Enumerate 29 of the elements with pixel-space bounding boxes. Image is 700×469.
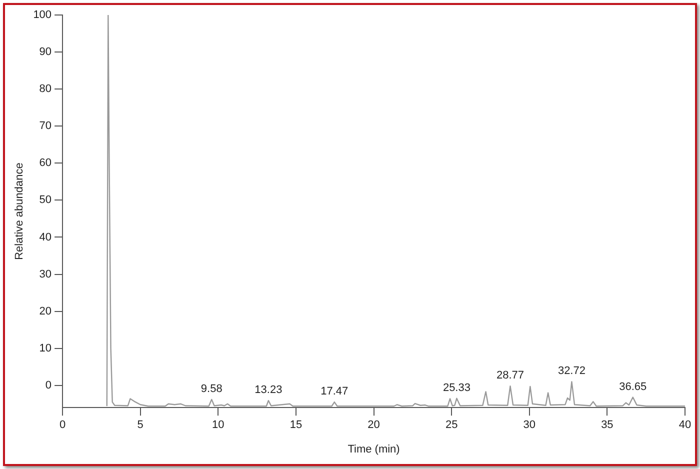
x-tick-label: 35 — [601, 419, 614, 432]
x-tick-label: 0 — [59, 419, 66, 432]
y-tick-label: 70 — [39, 120, 52, 132]
x-tick-label: 40 — [678, 419, 692, 432]
annotation: 28.77 — [496, 370, 524, 382]
annotation: 32.72 — [558, 365, 586, 378]
annotation: 9.58 — [200, 382, 222, 395]
y-tick-label: 100 — [33, 9, 52, 22]
y-tick-label: 0 — [45, 379, 52, 392]
y-tick-label: 90 — [39, 46, 52, 58]
y-axis-title: Relative abundance — [14, 162, 26, 260]
y-tick-label: 30 — [39, 268, 52, 280]
x-tick-label: 25 — [445, 419, 458, 432]
x-tick-label: 30 — [523, 419, 536, 432]
annotation: 36.65 — [619, 380, 647, 393]
y-tick-label: 50 — [39, 194, 52, 206]
x-tick-label: 15 — [290, 419, 302, 432]
y-tick-label: 40 — [39, 231, 52, 244]
annotation: 13.23 — [254, 384, 282, 396]
x-tick-label: 20 — [368, 419, 380, 432]
y-tick-label: 20 — [39, 305, 52, 318]
annotation: 17.47 — [320, 386, 348, 398]
y-tick-label: 10 — [39, 342, 52, 354]
x-tick-label: 5 — [137, 419, 144, 432]
annotation: 25.33 — [442, 382, 470, 394]
y-tick-label: 80 — [39, 83, 52, 96]
y-tick-label: 60 — [39, 157, 52, 170]
x-tick-label: 10 — [212, 419, 224, 432]
x-axis-title: Time (min) — [348, 443, 400, 456]
